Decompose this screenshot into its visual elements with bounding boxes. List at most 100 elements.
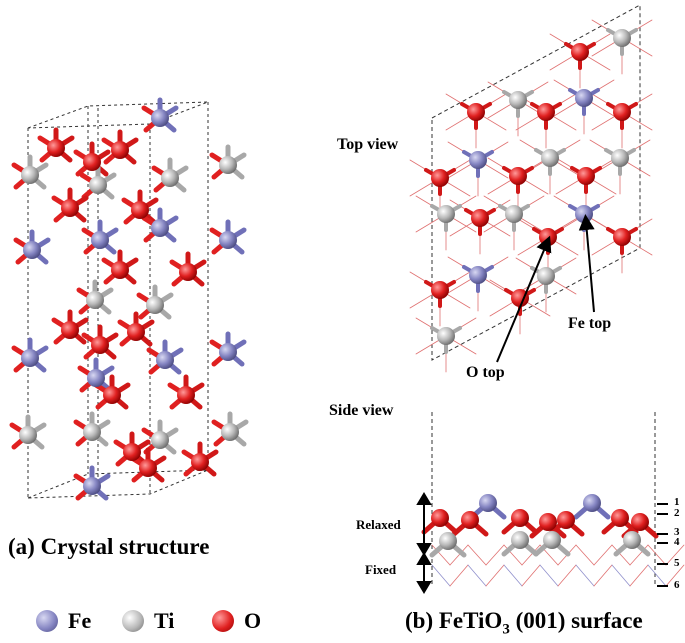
o-top-label: O top: [466, 364, 505, 381]
legend-fe-label: Fe: [68, 608, 92, 633]
ti-atom: [221, 423, 239, 441]
o-top-arrow: [496, 235, 552, 363]
lattice-line: [449, 544, 469, 566]
lattice-line: [557, 564, 577, 587]
surface-caption-subscript: 3: [502, 621, 510, 638]
fe-atom: [91, 231, 109, 249]
fe-atom: [151, 109, 169, 127]
lattice-line: [521, 564, 541, 587]
lattice-line: [629, 564, 649, 587]
lattice-line: [665, 544, 685, 566]
o-atom: [179, 263, 197, 281]
lattice-line: [539, 564, 559, 587]
layer-number-1: 1: [674, 496, 680, 508]
fe-atom: [575, 205, 593, 223]
lattice-line: [593, 544, 613, 566]
lattice-line: [431, 564, 451, 587]
legend-o: O: [212, 608, 261, 634]
layer-number-3: 3: [674, 526, 680, 538]
legend-o-label: O: [244, 608, 262, 633]
ti-atom: [511, 531, 529, 549]
fe-atom: [219, 343, 237, 361]
ti-atom: [89, 176, 107, 194]
o-atom: [537, 103, 555, 121]
ti-atom: [21, 166, 39, 184]
side-view-atoms: [431, 494, 649, 550]
lattice-line: [593, 564, 613, 587]
ti-atom: [623, 531, 641, 549]
layer-number-4: 4: [674, 536, 680, 548]
o-atom: [111, 261, 129, 279]
fe-atom-icon: [36, 610, 58, 632]
legend-fe: Fe: [36, 608, 91, 634]
o-atom: [111, 141, 129, 159]
fe-atom: [151, 219, 169, 237]
fe-atom: [156, 351, 174, 369]
o-atom: [571, 43, 589, 61]
lattice-line: [449, 564, 469, 587]
fe-atom: [219, 231, 237, 249]
fe-top-arrow: [578, 214, 595, 313]
layer-number-2: 2: [674, 507, 680, 519]
ti-atom-icon: [122, 610, 144, 632]
side-view-panel: [416, 412, 685, 594]
ti-atom: [219, 156, 237, 174]
layer-number-6: 6: [674, 579, 680, 591]
o-atom: [47, 139, 65, 157]
layer-ticks: [657, 503, 668, 587]
o-atom-icon: [212, 610, 234, 632]
relaxed-fixed-brackets: [416, 492, 432, 594]
fe-atom: [23, 241, 41, 259]
o-atom: [191, 453, 209, 471]
lattice-line: [467, 544, 487, 566]
ti-atom: [86, 291, 104, 309]
surface-caption-prefix: (b) FeTiO: [405, 608, 503, 633]
lattice-line: [647, 564, 667, 587]
lattice-line: [611, 544, 631, 566]
top-view-label: Top view: [337, 136, 399, 153]
o-atom: [431, 281, 449, 299]
crystal-bonds: [9, 97, 249, 501]
lattice-line: [485, 544, 505, 566]
o-atom: [61, 199, 79, 217]
o-atom: [61, 321, 79, 339]
fe-atom: [469, 266, 487, 284]
fe-atom: [87, 369, 105, 387]
o-atom: [471, 209, 489, 227]
o-atom: [461, 511, 479, 529]
o-atom: [613, 103, 631, 121]
fe-atom: [469, 151, 487, 169]
ti-atom: [437, 205, 455, 223]
ti-atom: [439, 532, 457, 550]
ti-atom: [537, 267, 555, 285]
o-atom: [83, 153, 101, 171]
crystal-structure-caption: (a) Crystal structure: [8, 534, 210, 559]
o-atom: [431, 169, 449, 187]
side-view-label: Side view: [329, 402, 394, 419]
ti-atom: [611, 149, 629, 167]
o-atom: [511, 509, 529, 527]
o-atom: [123, 443, 141, 461]
lattice-line: [521, 544, 541, 566]
o-atom: [103, 386, 121, 404]
lattice-line: [503, 564, 523, 587]
fe-atom: [583, 494, 601, 512]
fe-atom: [21, 349, 39, 367]
ti-atom: [146, 296, 164, 314]
fe-top-label: Fe top: [568, 315, 612, 332]
top-view-atoms: [431, 29, 631, 345]
ti-atom: [151, 431, 169, 449]
legend-ti-label: Ti: [154, 608, 175, 633]
fe-atom: [479, 494, 497, 512]
ti-atom: [543, 531, 561, 549]
o-atom: [539, 513, 557, 531]
ti-atom: [613, 29, 631, 47]
top-view-cell-outline: [431, 4, 641, 361]
lattice-line: [611, 564, 631, 587]
surface-caption: (b) FeTiO3 (001) surface: [405, 608, 643, 639]
legend-ti: Ti: [122, 608, 174, 634]
lattice-line: [575, 564, 595, 587]
o-atom: [131, 201, 149, 219]
o-atom: [177, 386, 195, 404]
